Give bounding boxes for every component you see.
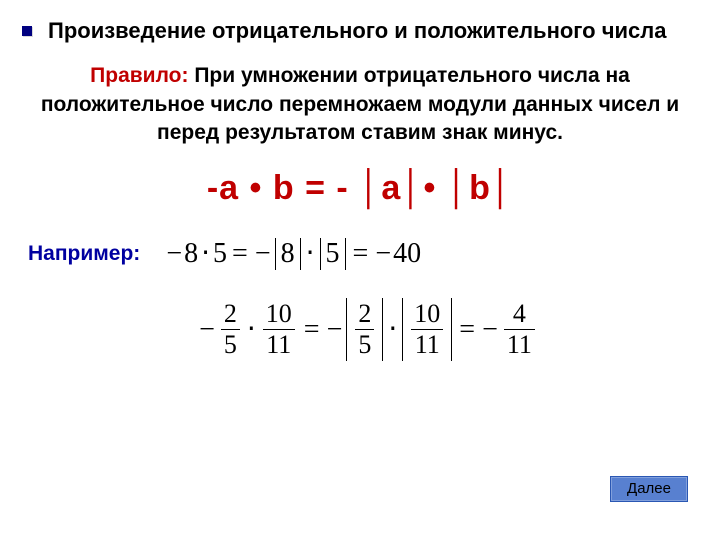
page-title: Произведение отрицательного и положитель…: [48, 18, 692, 44]
eq2-r-den: 11: [504, 331, 535, 359]
fraction: 10 11: [411, 300, 443, 359]
example-row-1: Например: − 8 ⋅ 5 = − 8 ⋅ 5 = − 40: [28, 238, 692, 270]
eq2-r-num: 4: [510, 300, 529, 328]
eq2-a2-den: 11: [412, 331, 443, 359]
fraction: 2 5: [221, 300, 240, 359]
abs-wrapper: 8: [275, 238, 301, 270]
fraction: 2 5: [355, 300, 374, 359]
fraction: 4 11: [504, 300, 535, 359]
eq1-abs-b: 5: [326, 240, 340, 268]
eq1-lhs-a: 8: [184, 240, 198, 268]
eq2-f2-den: 11: [263, 331, 294, 359]
eq2-f1-num: 2: [221, 300, 240, 328]
next-button[interactable]: Далее: [610, 476, 688, 502]
abs-wrapper: 10 11: [402, 298, 452, 361]
rule-block: Правило: При умножении отрицательного чи…: [28, 62, 692, 147]
equation-2: − 2 5 ⋅ 10 11 = − 2 5 ⋅: [197, 298, 539, 361]
eq2-a1-num: 2: [355, 300, 374, 328]
main-formula: -a • b = - │a│• │b│: [28, 169, 692, 208]
slide: Произведение отрицательного и положитель…: [0, 0, 720, 540]
fraction: 10 11: [263, 300, 295, 359]
example-label: Например:: [28, 242, 140, 266]
abs-wrapper: 2 5: [346, 298, 383, 361]
eq2-f2-num: 10: [263, 300, 295, 328]
eq2-a1-den: 5: [355, 331, 374, 359]
equation-1: − 8 ⋅ 5 = − 8 ⋅ 5 = − 40: [164, 238, 421, 270]
eq1-lhs-b: 5: [213, 240, 227, 268]
rule-label: Правило:: [90, 64, 188, 87]
eq2-f1-den: 5: [221, 331, 240, 359]
title-bullet: [22, 26, 32, 36]
eq2-a2-num: 10: [411, 300, 443, 328]
eq1-result: 40: [393, 240, 421, 268]
example-row-2: − 2 5 ⋅ 10 11 = − 2 5 ⋅: [88, 298, 648, 361]
eq1-abs-a: 8: [281, 240, 295, 268]
abs-wrapper: 5: [320, 238, 346, 270]
